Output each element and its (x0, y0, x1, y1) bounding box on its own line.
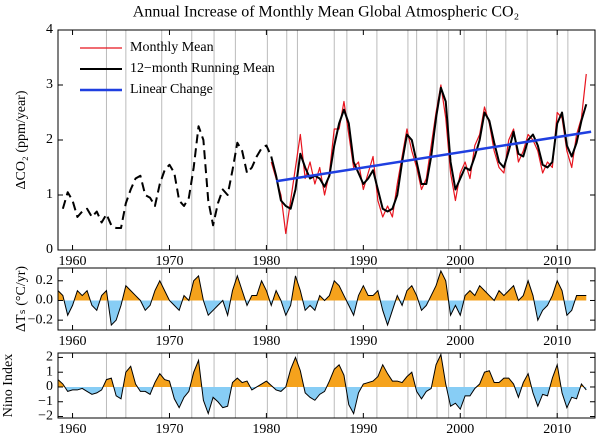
y-tick-label: 1 (46, 187, 53, 202)
x-tick-label: 1970 (155, 422, 183, 437)
legend-label: Linear Change (130, 82, 213, 97)
x-tick-label: 1970 (155, 254, 183, 269)
y-tick-label: 3 (46, 77, 53, 92)
x-tick-label: 1960 (59, 422, 87, 437)
series-line (61, 125, 273, 229)
y-axis-label: ΔTₛ (°C/yr) (14, 266, 29, 332)
plot-area (61, 30, 592, 250)
x-tick-label: 2000 (446, 422, 474, 437)
area-positive (58, 354, 587, 387)
series-line (270, 86, 588, 213)
y-tick-label: 0.2 (36, 273, 54, 288)
y-tick-label: −0.2 (28, 312, 53, 327)
y-tick-label: 4 (46, 22, 53, 37)
x-tick-label: 2010 (543, 334, 571, 349)
series-line (58, 269, 587, 327)
negative-group (64, 300, 575, 326)
plot-area (58, 268, 587, 330)
area-negative (64, 300, 575, 326)
y-tick-label: 2 (46, 132, 53, 147)
y-axis-label: Nino Index (1, 354, 16, 417)
plot-frame (57, 352, 596, 419)
x-tick-label: 2000 (446, 254, 474, 269)
x-tick-label: 1990 (349, 334, 377, 349)
plot-area (58, 353, 587, 418)
legend-label: Monthly Mean (130, 40, 214, 55)
y-tick-label: 1 (46, 364, 53, 379)
y-tick-label: −2 (38, 409, 53, 424)
plot-frame (57, 267, 596, 331)
positive-group (58, 354, 587, 387)
chart-title: Annual Increase of Monthly Mean Global A… (133, 4, 519, 21)
x-tick-label: 1980 (252, 422, 280, 437)
x-tick-label: 1960 (59, 254, 87, 269)
series-line (58, 353, 587, 416)
x-tick-label: 1990 (349, 422, 377, 437)
area-negative (64, 386, 587, 414)
x-tick-label: 2010 (543, 422, 571, 437)
legend-label: 12−month Running Mean (130, 61, 275, 76)
y-axis-label: ΔCO₂ (ppm/year) (14, 90, 29, 189)
x-tick-label: 2000 (446, 334, 474, 349)
y-tick-label: 0.0 (36, 293, 54, 308)
x-tick-label: 1970 (155, 334, 183, 349)
y-tick-label: 0 (46, 379, 53, 394)
y-tick-label: 2 (46, 350, 53, 365)
y-tick-label: −1 (38, 394, 53, 409)
negative-group (64, 386, 587, 414)
x-tick-label: 1990 (349, 254, 377, 269)
x-tick-label: 1980 (252, 334, 280, 349)
x-tick-label: 1960 (59, 334, 87, 349)
x-tick-label: 2010 (543, 254, 571, 269)
y-tick-label: 0 (46, 242, 53, 257)
x-tick-label: 1980 (252, 254, 280, 269)
series-line (275, 130, 592, 183)
